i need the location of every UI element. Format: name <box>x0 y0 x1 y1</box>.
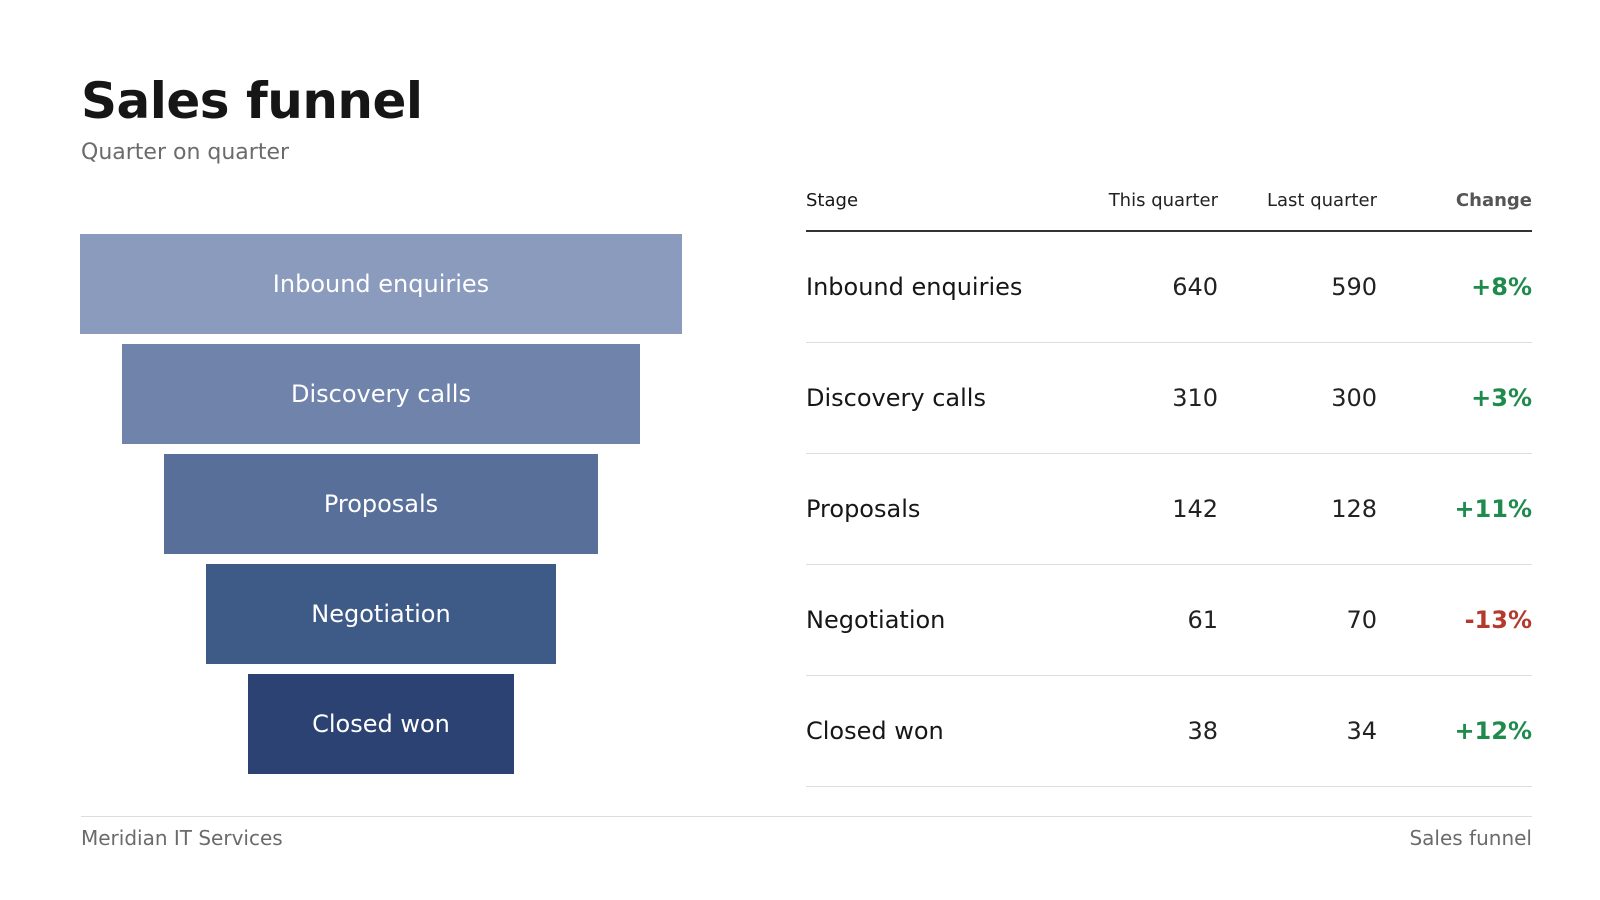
table-row: Inbound enquiries 640 590 +8% <box>806 232 1532 343</box>
funnel-bar: Closed won <box>248 674 514 774</box>
row-last-quarter: 300 <box>1331 384 1377 412</box>
row-stage: Proposals <box>806 495 921 523</box>
row-change: -13% <box>1464 606 1532 634</box>
funnel-bar: Proposals <box>164 454 598 554</box>
funnel-bar-label: Closed won <box>312 710 450 738</box>
table-row: Discovery calls 310 300 +3% <box>806 343 1532 454</box>
row-this-quarter: 310 <box>1172 384 1218 412</box>
row-change: +3% <box>1471 384 1532 412</box>
column-header-last-quarter: Last quarter <box>1266 190 1377 211</box>
table-row: Negotiation 61 70 -13% <box>806 565 1532 676</box>
footer-slide-title: Sales funnel <box>1409 826 1532 850</box>
row-last-quarter: 70 <box>1346 606 1377 634</box>
funnel-bar-label: Proposals <box>323 490 439 518</box>
page-subtitle: Quarter on quarter <box>81 140 290 165</box>
funnel-bar-label: Inbound enquiries <box>272 270 490 298</box>
page-title: Sales funnel <box>81 72 423 130</box>
footer-divider <box>81 816 1532 817</box>
row-stage: Discovery calls <box>806 384 986 412</box>
funnel-bar: Discovery calls <box>122 344 640 444</box>
table-body: Inbound enquiries 640 590 +8% Discovery call… <box>806 232 1532 787</box>
footer-company: Meridian IT Services <box>81 826 283 850</box>
column-header-this-quarter: This quarter <box>1108 190 1218 211</box>
row-stage: Negotiation <box>806 606 946 634</box>
row-last-quarter: 590 <box>1331 273 1377 301</box>
row-this-quarter: 38 <box>1187 717 1218 745</box>
table-row: Closed won 38 34 +12% <box>806 676 1532 787</box>
funnel-chart: Inbound enquiries Discovery calls Proposal… <box>0 0 700 800</box>
funnel-bar: Inbound enquiries <box>80 234 682 334</box>
row-change: +12% <box>1454 717 1532 745</box>
column-header-stage: Stage <box>806 190 859 211</box>
table-row: Proposals 142 128 +11% <box>806 454 1532 565</box>
row-last-quarter: 34 <box>1346 717 1377 745</box>
funnel-bar-label: Negotiation <box>311 600 451 628</box>
row-change: +11% <box>1454 495 1532 523</box>
funnel-bar: Negotiation <box>206 564 556 664</box>
row-stage: Inbound enquiries <box>806 273 1023 301</box>
row-stage: Closed won <box>806 717 944 745</box>
table-header: Stage This quarter Last quarter Change <box>806 180 1532 232</box>
stage-table: Stage This quarter Last quarter Change I… <box>806 180 1532 787</box>
row-this-quarter: 142 <box>1172 495 1218 523</box>
row-this-quarter: 640 <box>1172 273 1218 301</box>
column-header-change: Change <box>1455 190 1532 211</box>
funnel-bar-label: Discovery calls <box>291 380 471 408</box>
row-last-quarter: 128 <box>1331 495 1377 523</box>
row-this-quarter: 61 <box>1187 606 1218 634</box>
row-change: +8% <box>1471 273 1532 301</box>
